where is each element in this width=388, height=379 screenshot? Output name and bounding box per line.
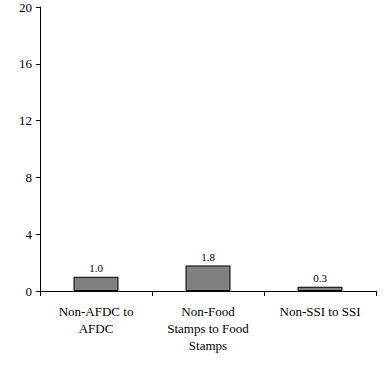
svg-text:Non-AFDC to: Non-AFDC to (59, 304, 134, 319)
svg-text:1.8: 1.8 (201, 251, 215, 263)
svg-text:12: 12 (19, 113, 32, 128)
svg-text:16: 16 (19, 56, 33, 71)
svg-text:Non-Food: Non-Food (181, 304, 235, 319)
svg-text:AFDC: AFDC (79, 321, 114, 336)
svg-text:1.0: 1.0 (89, 262, 103, 274)
svg-text:Non-SSI to SSI: Non-SSI to SSI (280, 304, 361, 319)
svg-text:20: 20 (19, 0, 32, 15)
svg-text:Stamps to Food: Stamps to Food (167, 321, 249, 336)
svg-text:Stamps: Stamps (189, 338, 227, 353)
svg-text:4: 4 (26, 227, 33, 242)
svg-text:0: 0 (26, 284, 33, 299)
svg-text:8: 8 (26, 170, 33, 185)
svg-text:0.3: 0.3 (313, 272, 327, 284)
